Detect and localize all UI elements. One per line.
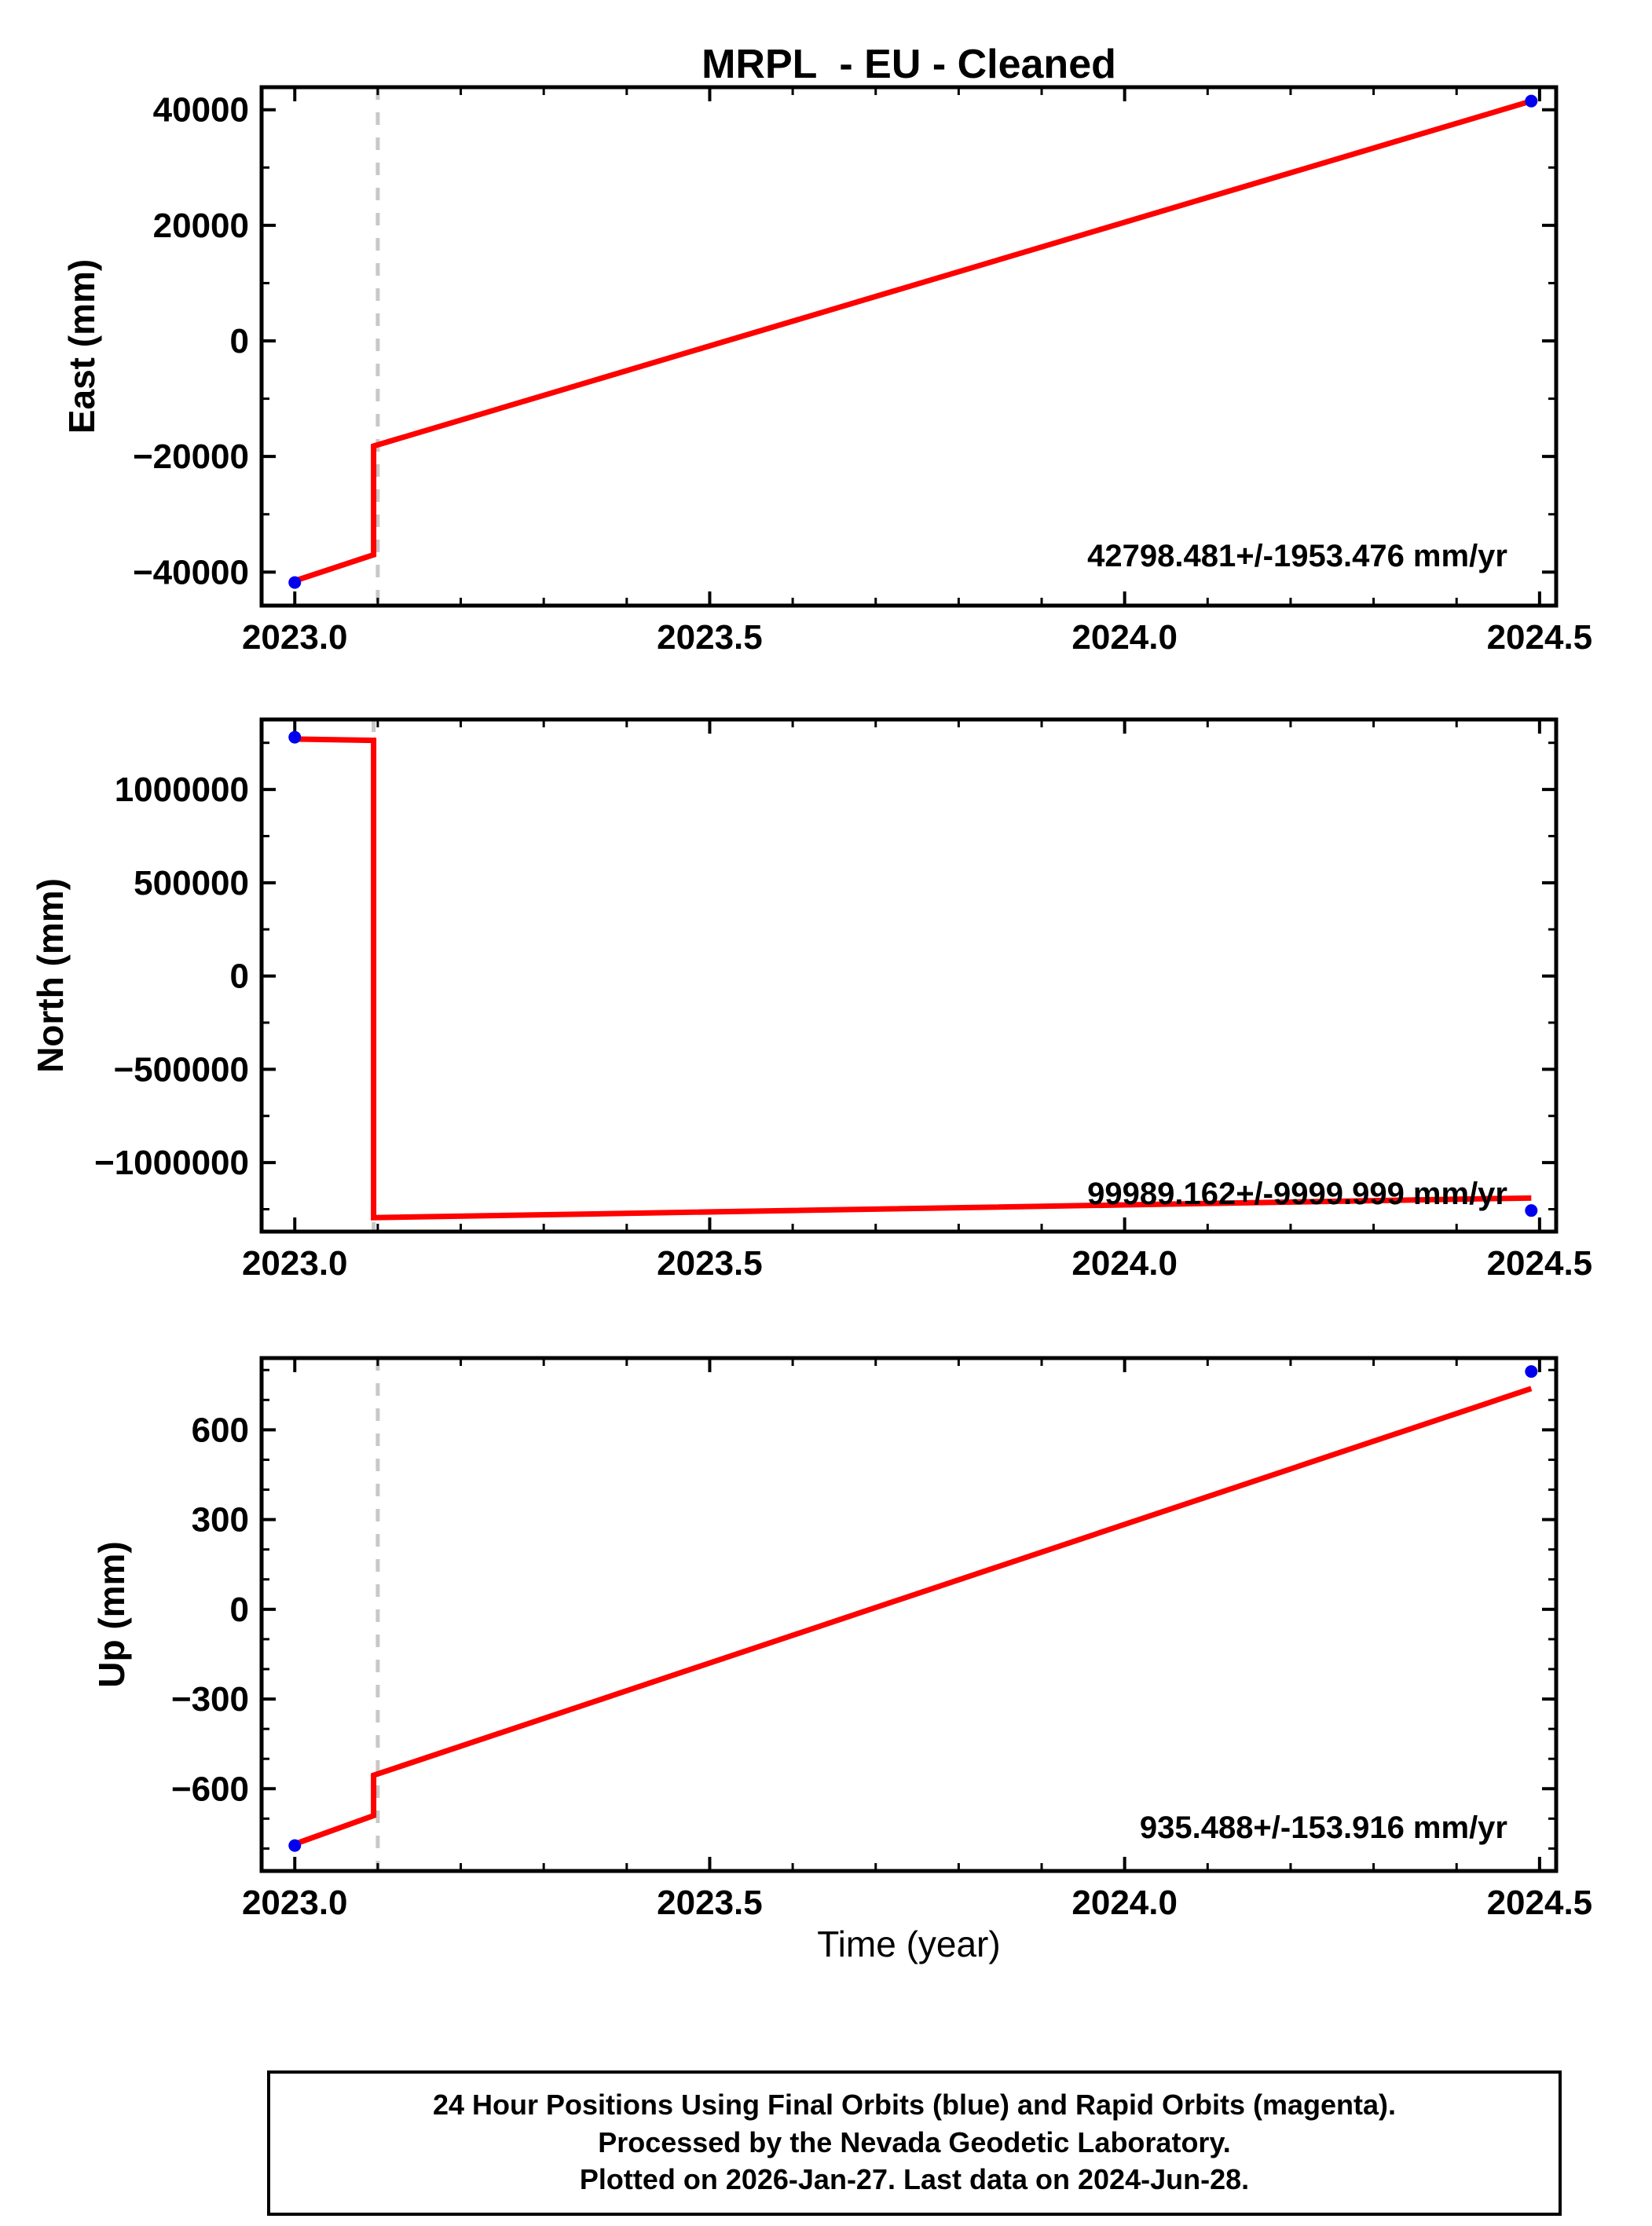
y-axis-label: Up (mm): [91, 1541, 132, 1688]
y-tick-label: 0: [230, 322, 249, 361]
x-tick-label: 2024.0: [1071, 1884, 1178, 1922]
y-tick-label: 500000: [134, 864, 249, 902]
rate-annotation: 42798.481+/-1953.476 mm/yr: [1087, 539, 1507, 573]
trend-line: [295, 736, 1532, 1221]
x-tick-label: 2023.0: [242, 1244, 348, 1283]
page-title: MRPL - EU - Cleaned: [701, 42, 1116, 87]
plot-frame: [259, 85, 1559, 608]
data-marker: [1525, 1204, 1538, 1217]
x-tick-label: 2024.5: [1487, 618, 1593, 657]
y-tick-label: 20000: [153, 207, 249, 245]
x-tick-label: 2024.0: [1071, 618, 1178, 657]
trend-line: [294, 98, 1533, 584]
y-tick-label: 1000000: [115, 771, 249, 809]
x-tick-label: 2023.5: [657, 1244, 763, 1283]
y-tick-label: 0: [230, 957, 249, 996]
y-tick-label: −500000: [113, 1050, 249, 1089]
y-tick-label: 40000: [153, 91, 249, 130]
x-tick-label: 2023.5: [657, 618, 763, 657]
x-tick-label: 2023.0: [242, 618, 348, 657]
y-tick-label: −1000000: [94, 1144, 249, 1182]
x-tick-label: 2024.0: [1071, 1244, 1178, 1283]
y-tick-label: 300: [192, 1501, 249, 1540]
footer-box: 24 Hour Positions Using Final Orbits (bl…: [267, 2070, 1562, 2216]
footer-line-3: Plotted on 2026-Jan-27. Last data on 202…: [579, 2163, 1250, 2196]
x-tick-label: 2024.5: [1487, 1884, 1593, 1922]
rate-annotation: 99989.162+/-9999.999 mm/yr: [1087, 1177, 1507, 1211]
data-marker: [288, 1839, 302, 1852]
footer-line-2: Processed by the Nevada Geodetic Laborat…: [598, 2125, 1231, 2158]
plot-frame: [259, 717, 1559, 1234]
y-tick-label: 600: [192, 1411, 249, 1449]
data-marker: [1525, 94, 1538, 108]
data-marker: [288, 576, 302, 589]
x-tick-label: 2023.5: [657, 1884, 763, 1922]
y-tick-label: −20000: [133, 438, 249, 476]
trend-line: [294, 1386, 1533, 1847]
y-tick-label: −600: [171, 1770, 249, 1808]
x-axis-label: Time (year): [817, 1924, 1001, 1964]
rate-annotation: 935.488+/-153.916 mm/yr: [1140, 1810, 1507, 1845]
y-tick-label: −40000: [133, 553, 249, 591]
data-marker: [1525, 1365, 1538, 1378]
y-tick-label: 0: [230, 1591, 249, 1629]
y-axis-label: North (mm): [30, 878, 71, 1073]
y-tick-label: −300: [171, 1680, 249, 1719]
plot-frame: [259, 1356, 1559, 1873]
x-tick-label: 2023.0: [242, 1884, 348, 1922]
footer-line-1: 24 Hour Positions Using Final Orbits (bl…: [432, 2089, 1397, 2121]
x-tick-label: 2024.5: [1487, 1244, 1593, 1283]
y-axis-label: East (mm): [61, 259, 102, 434]
data-marker: [288, 730, 302, 744]
